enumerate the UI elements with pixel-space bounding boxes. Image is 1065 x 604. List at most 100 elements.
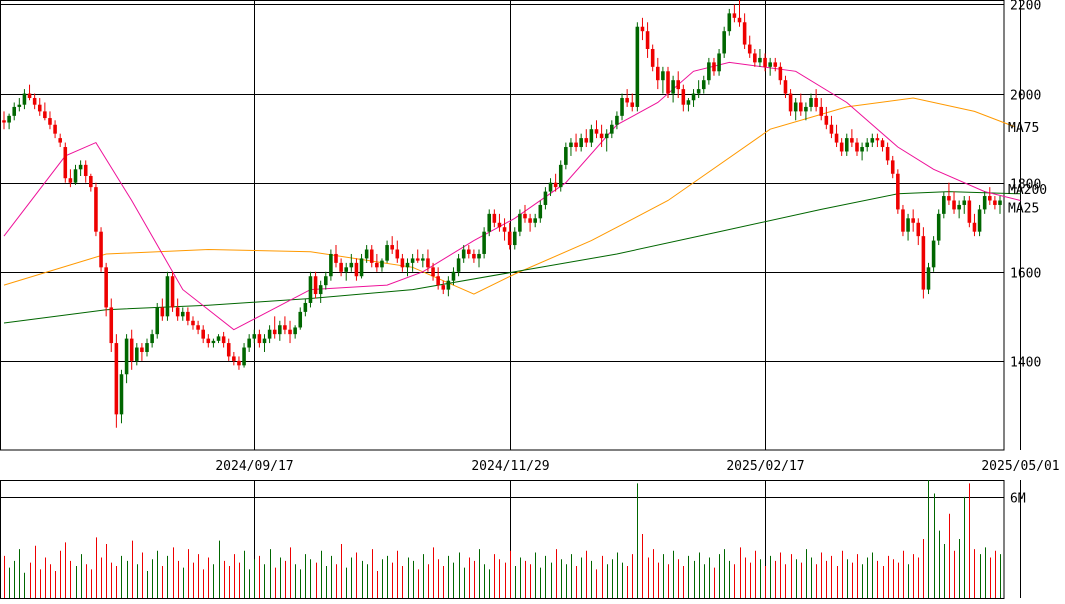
candle [247, 334, 251, 352]
candle [380, 258, 384, 272]
candle [788, 89, 793, 116]
candle-body [967, 200, 972, 223]
candle-body [982, 196, 987, 210]
candle [83, 160, 88, 183]
candle [967, 196, 972, 228]
candle-body [53, 124, 57, 134]
candle [441, 280, 446, 295]
candle [737, 0, 742, 27]
candle-body [180, 311, 185, 317]
candle-body [518, 213, 522, 232]
candle [27, 84, 32, 101]
candle-body [109, 307, 114, 344]
candle-body [987, 196, 992, 201]
candle [48, 111, 52, 130]
candle [421, 253, 425, 268]
candle [564, 142, 568, 170]
candle [94, 182, 98, 237]
candle-body [492, 213, 497, 223]
candle [124, 334, 129, 384]
candle-body [323, 276, 328, 286]
candle-body [804, 106, 808, 112]
candle [262, 334, 267, 352]
candle-body [364, 249, 369, 259]
candle [579, 133, 583, 152]
candle-body [308, 276, 313, 303]
candle-body [17, 104, 22, 107]
candle-body [814, 98, 818, 107]
candle-body [318, 285, 323, 295]
candle [625, 89, 629, 107]
candle [426, 249, 430, 272]
candle-body [604, 133, 609, 139]
candle [339, 258, 343, 277]
candle-body [865, 142, 869, 148]
candle [957, 200, 961, 219]
candle-body [344, 267, 349, 272]
candle-body [972, 222, 977, 232]
candle-body [880, 140, 885, 148]
candle-body [732, 13, 737, 18]
candle-body [911, 218, 915, 223]
price-tick-label: 2000 [1010, 89, 1041, 104]
candle [53, 120, 57, 139]
ma-label-ma25: MA25 [1008, 201, 1039, 216]
candle-body [538, 204, 543, 219]
candle [558, 160, 563, 192]
candle [671, 75, 675, 103]
ma-label-ma200: MA200 [1008, 183, 1047, 198]
candle [599, 124, 604, 148]
candle [931, 236, 936, 272]
candle [855, 138, 859, 156]
volume-bars [4, 480, 1001, 598]
candle [354, 258, 359, 281]
candle [313, 271, 318, 299]
candle [232, 351, 236, 366]
candle-body [221, 336, 226, 344]
candle [763, 53, 767, 72]
candle-body [237, 360, 241, 366]
candle [701, 75, 706, 94]
candle [58, 133, 62, 148]
candle-body [620, 98, 624, 116]
candle [952, 191, 956, 214]
candle-body [758, 57, 762, 63]
candle-body [998, 200, 1002, 205]
candle [145, 338, 149, 357]
candle-body [415, 258, 420, 261]
candle-body [763, 57, 767, 67]
candle-body [783, 80, 788, 94]
candle [921, 227, 926, 299]
candle-body [140, 347, 144, 352]
candle-body [936, 213, 941, 241]
candle-body [201, 329, 205, 339]
candle-body [375, 262, 379, 268]
candle-body [686, 100, 691, 105]
candle [548, 178, 553, 197]
candle [518, 209, 522, 237]
candle-body [553, 182, 558, 188]
candle [707, 57, 711, 85]
candle-body [267, 329, 272, 339]
candle-body [467, 249, 471, 254]
candle-body [993, 200, 997, 205]
candle [155, 302, 160, 339]
candle-body [456, 258, 461, 272]
candle [722, 26, 726, 58]
candle [742, 13, 747, 50]
volume-tick-label: 6M [1010, 492, 1026, 507]
candle-body [461, 249, 466, 259]
candle-body [589, 129, 594, 143]
candle [329, 249, 333, 281]
candle [431, 262, 435, 281]
candle [175, 298, 180, 321]
candle-body [446, 280, 451, 290]
candle-body [278, 325, 282, 335]
price-tick-label: 1800 [1010, 178, 1041, 193]
ma-line-ma200 [3, 191, 1021, 324]
candle-body [226, 343, 231, 357]
price-tick-label: 1600 [1010, 267, 1041, 282]
candle-body [691, 93, 696, 101]
candle [278, 320, 282, 341]
